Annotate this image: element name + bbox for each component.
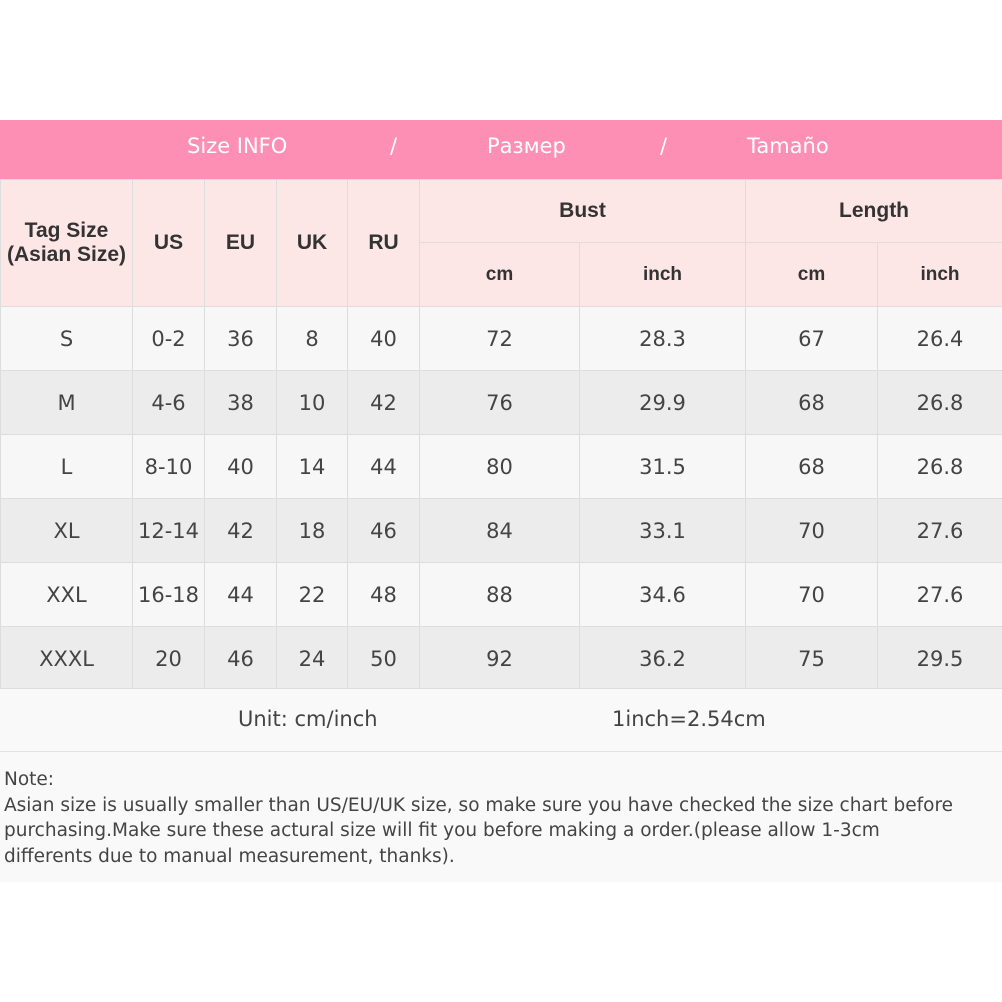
table-cell: 46 [204, 626, 277, 691]
table-cell: 67 [745, 306, 879, 371]
table-cell: 38 [204, 370, 277, 435]
table-row: XXXL 20 46 24 50 92 36.2 75 29.5 [0, 626, 1002, 691]
table-cell: L [0, 434, 133, 499]
table-cell: 29.9 [578, 370, 747, 435]
table-cell: 31.5 [578, 434, 747, 499]
table-cell: 34.6 [578, 562, 747, 627]
table-cell: 28.3 [578, 306, 747, 371]
table-row: L 8-10 40 14 44 80 31.5 68 26.8 [0, 434, 1002, 499]
table-cell: 18 [276, 498, 348, 563]
table-cell: 80 [419, 434, 580, 499]
header-bust: Bust [418, 179, 747, 243]
table-cell: 68 [745, 434, 879, 499]
table-cell: 26.8 [877, 370, 1002, 435]
table-cell: M [0, 370, 133, 435]
table-row: XL 12-14 42 18 46 84 33.1 70 27.6 [0, 498, 1002, 563]
table-cell: 4-6 [132, 370, 205, 435]
header-tag-size: Tag Size (Asian Size) [0, 179, 133, 307]
banner-spanish: Tamaño [747, 134, 829, 158]
header-ru: RU [347, 179, 420, 307]
table-cell: 24 [276, 626, 348, 691]
table-cell: 75 [745, 626, 879, 691]
table-cell: 8-10 [132, 434, 205, 499]
table-cell: 33.1 [578, 498, 747, 563]
table-cell: 14 [276, 434, 348, 499]
table-cell: 20 [132, 626, 205, 691]
header-length-cm: cm [745, 242, 879, 307]
unit-label: Unit: cm/inch [238, 707, 378, 731]
banner-separator: / [390, 134, 398, 158]
header-eu: EU [204, 179, 277, 307]
table-cell: 40 [204, 434, 277, 499]
table-cell: 48 [347, 562, 420, 627]
header-length: Length [745, 179, 1002, 243]
banner-separator: / [660, 134, 668, 158]
table-cell: 0-2 [132, 306, 205, 371]
banner-russian: Размер [487, 134, 566, 158]
header-length-inch: inch [877, 242, 1002, 307]
table-cell: 70 [745, 498, 879, 563]
table-cell: 92 [419, 626, 580, 691]
table-cell: 27.6 [877, 562, 1002, 627]
table-cell: 26.4 [877, 306, 1002, 371]
header-us: US [132, 179, 205, 307]
header-bust-inch: inch [578, 242, 747, 307]
table-cell: 50 [347, 626, 420, 691]
note-title: Note: [4, 769, 55, 790]
table-cell: S [0, 306, 133, 371]
table-cell: 16-18 [132, 562, 205, 627]
table-cell: XL [0, 498, 133, 563]
table-cell: 36 [204, 306, 277, 371]
note-line: Asian size is usually smaller than US/EU… [4, 794, 954, 816]
table-cell: 12-14 [132, 498, 205, 563]
table-cell: 72 [419, 306, 580, 371]
header-uk: UK [276, 179, 348, 307]
table-row: XXL 16-18 44 22 48 88 34.6 70 27.6 [0, 562, 1002, 627]
table-cell: 27.6 [877, 498, 1002, 563]
table-cell: 22 [276, 562, 348, 627]
table-cell: 46 [347, 498, 420, 563]
conversion-label: 1inch=2.54cm [612, 707, 766, 731]
table-cell: 44 [347, 434, 420, 499]
table-cell: 8 [276, 306, 348, 371]
table-cell: 42 [204, 498, 277, 563]
table-cell: 70 [745, 562, 879, 627]
table-cell: XXXL [0, 626, 133, 691]
note-line: purchasing.Make sure these actural size … [4, 820, 880, 841]
table-cell: 84 [419, 498, 580, 563]
table-row: S 0-2 36 8 40 72 28.3 67 26.4 [0, 306, 1002, 371]
table-cell: 26.8 [877, 434, 1002, 499]
table-cell: 88 [419, 562, 580, 627]
table-cell: 76 [419, 370, 580, 435]
table-body: S 0-2 36 8 40 72 28.3 67 26.4 M 4-6 38 10 42 76 29.9 68 2… [0, 306, 1002, 691]
table-cell: 40 [347, 306, 420, 371]
header-bust-cm: cm [419, 242, 580, 307]
table-cell: 36.2 [578, 626, 747, 691]
table-cell: 10 [276, 370, 348, 435]
note-box: Note: Asian size is usually smaller than… [0, 752, 1002, 882]
table-row: M 4-6 38 10 42 76 29.9 68 26.8 [0, 370, 1002, 435]
table-cell: XXL [0, 562, 133, 627]
title-banner: Size INFO / Размер / Tamaño [0, 120, 1002, 179]
table-cell: 44 [204, 562, 277, 627]
note-line: differents due to manual measurement, th… [4, 845, 455, 867]
table-cell: 42 [347, 370, 420, 435]
table-cell: 68 [745, 370, 879, 435]
banner-size-info: Size INFO [187, 134, 288, 158]
size-table: Tag Size (Asian Size) US EU UK RU Bust Le… [0, 179, 1002, 691]
unit-row: Unit: cm/inch 1inch=2.54cm [0, 688, 1002, 753]
table-cell: 29.5 [877, 626, 1002, 691]
